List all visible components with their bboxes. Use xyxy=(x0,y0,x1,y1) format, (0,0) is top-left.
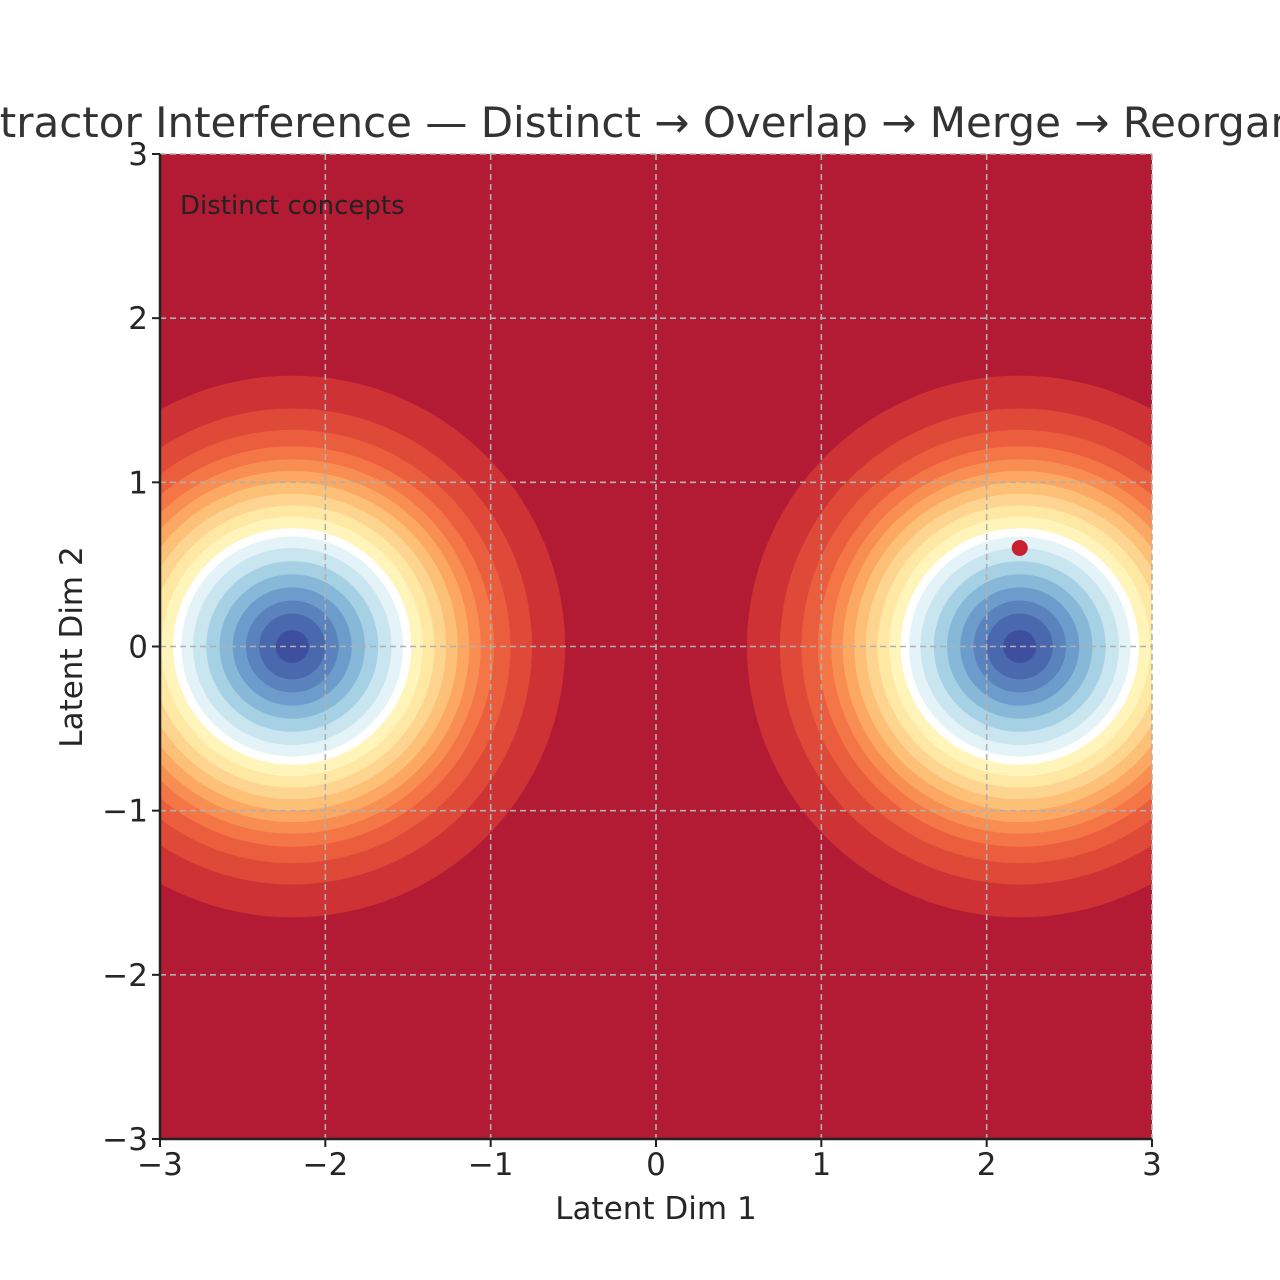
state-point xyxy=(1011,540,1028,556)
axes: −3 −2 −1 0 1 2 3 −3 −2 −1 0 1 2 3 xyxy=(102,137,1162,1183)
x-tick-label: −3 xyxy=(137,1147,183,1183)
y-tick-label: 3 xyxy=(128,137,148,173)
y-tick-label: 1 xyxy=(128,465,148,501)
x-tick-label: 2 xyxy=(977,1147,997,1183)
y-tick-label: −3 xyxy=(102,1122,148,1158)
grid xyxy=(160,153,1153,1139)
chart-title: Attractor Interference — Distinct → Over… xyxy=(0,98,1280,147)
x-tick-label: 3 xyxy=(1142,1147,1162,1183)
x-axis-label: Latent Dim 1 xyxy=(555,1191,756,1227)
y-tick-label: −1 xyxy=(102,794,148,830)
y-tick-label: 0 xyxy=(128,630,148,666)
x-tick-label: −1 xyxy=(468,1147,514,1183)
attractor-basin-1 xyxy=(160,375,565,918)
markers xyxy=(1011,540,1028,556)
x-tick-label: 0 xyxy=(646,1147,666,1183)
contour-level-19 xyxy=(1003,630,1037,663)
y-axis-label: Latent Dim 2 xyxy=(54,546,90,747)
x-tick-label: −2 xyxy=(302,1147,348,1183)
plot-area xyxy=(160,154,1152,1139)
y-tick-label: −2 xyxy=(102,958,148,994)
annotation-distinct-concepts: Distinct concepts xyxy=(180,191,405,221)
y-tick-label: 2 xyxy=(128,301,148,337)
x-tick-label: 1 xyxy=(811,1147,831,1183)
